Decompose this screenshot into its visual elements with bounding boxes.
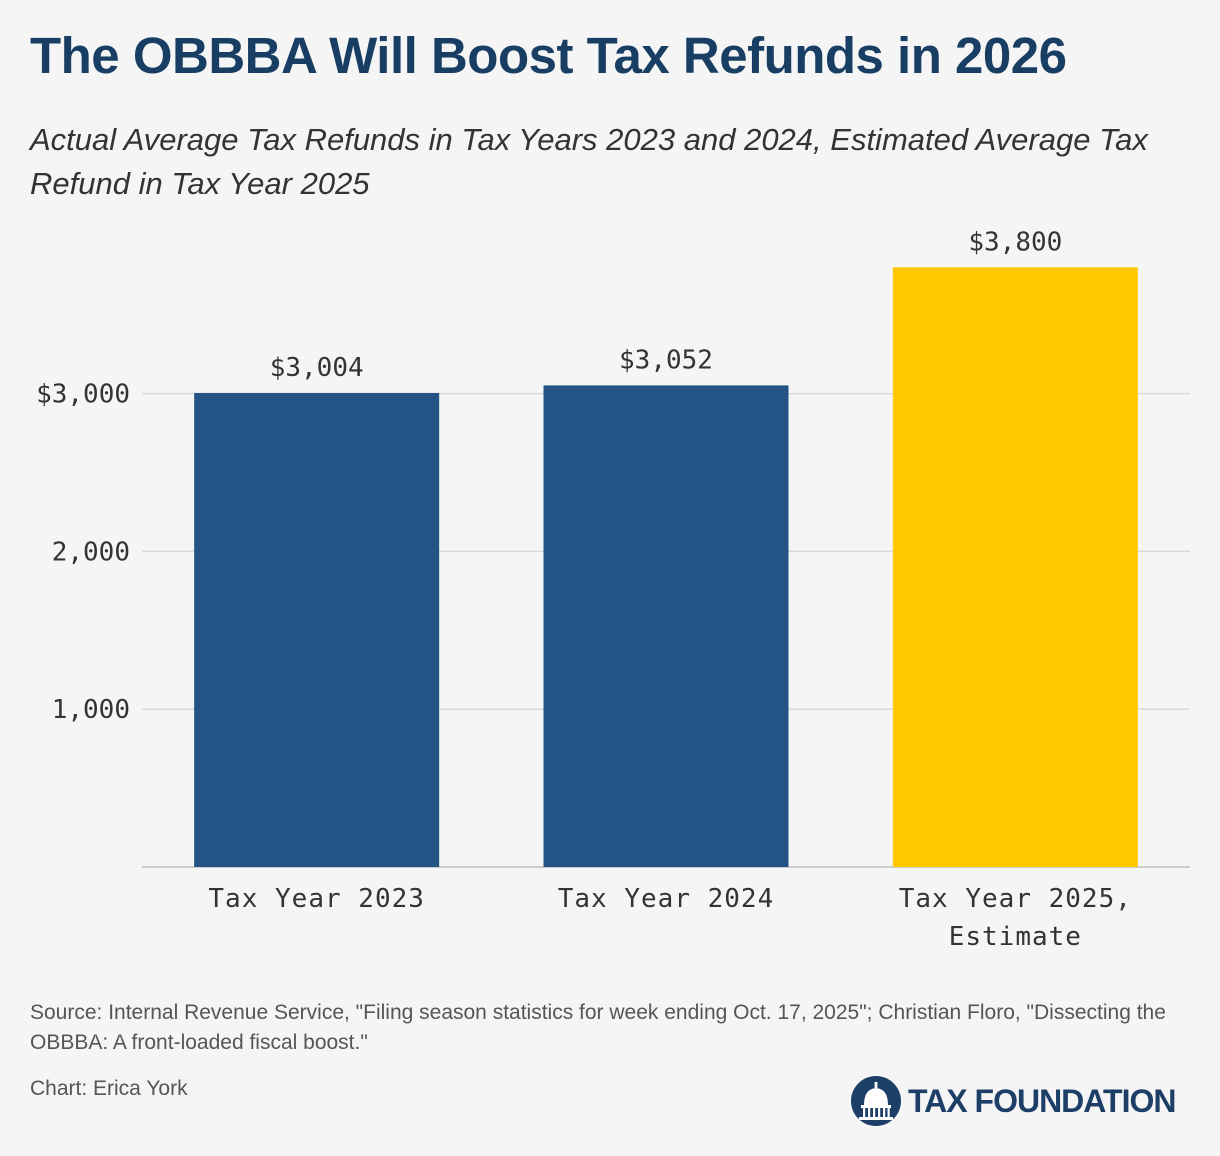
x-tick-label: Tax Year 2024 xyxy=(558,884,775,914)
data-labels: $3,004 $3,052 $3,800 xyxy=(270,227,1063,383)
source-note: Source: Internal Revenue Service, "Filin… xyxy=(30,1001,1166,1054)
bar-chart: $3,004 $3,052 $3,800 1,000 2,000 $3,000 Tax … xyxy=(36,227,1190,952)
x-tick-label: Estimate xyxy=(949,922,1082,952)
chart-title: The OBBBA Will Boost Tax Refunds in 2026 xyxy=(30,27,1067,84)
bar-value-label: $3,004 xyxy=(270,353,364,383)
logo-wordmark: TAX FOUNDATION xyxy=(908,1082,1176,1119)
bar-value-label: $3,052 xyxy=(619,345,713,375)
chart-credit: Chart: Erica York xyxy=(30,1077,188,1100)
bars xyxy=(194,267,1138,867)
bar-2 xyxy=(543,385,789,867)
chart-subtitle: Actual Average Tax Refunds in Tax Years … xyxy=(30,122,1148,201)
bar-value-label: $3,800 xyxy=(968,227,1062,257)
x-axis-ticks: Tax Year 2023 Tax Year 2024 Tax Year 2025,… xyxy=(208,884,1132,952)
bar-1 xyxy=(194,392,440,867)
tax-foundation-logo: TAX FOUNDATION xyxy=(850,1074,1176,1128)
y-tick-label: 2,000 xyxy=(52,537,130,567)
y-tick-label: 1,000 xyxy=(52,695,130,725)
x-tick-label: Tax Year 2023 xyxy=(208,884,425,914)
bar-3 xyxy=(892,267,1138,867)
y-tick-label: $3,000 xyxy=(36,380,130,410)
x-tick-label: Tax Year 2025, xyxy=(899,884,1132,914)
capitol-dome-icon xyxy=(851,1076,901,1126)
y-axis-ticks: 1,000 2,000 $3,000 xyxy=(36,380,130,726)
